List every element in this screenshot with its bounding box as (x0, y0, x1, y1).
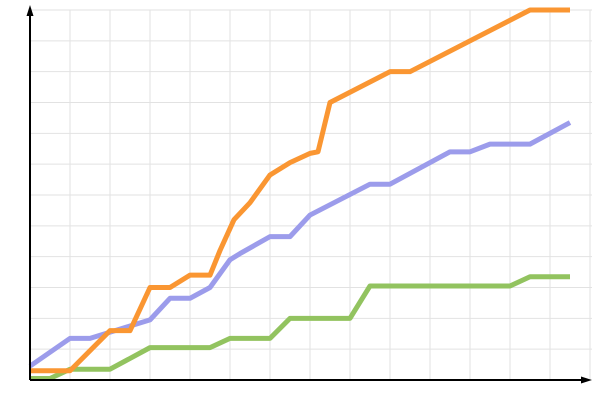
green-series-line (30, 274, 570, 381)
grid-lines (30, 9, 592, 380)
y-axis-arrow-icon (26, 5, 34, 16)
axes (26, 5, 592, 384)
x-axis-arrow-icon (581, 376, 592, 384)
orange-series-line (30, 7, 570, 374)
